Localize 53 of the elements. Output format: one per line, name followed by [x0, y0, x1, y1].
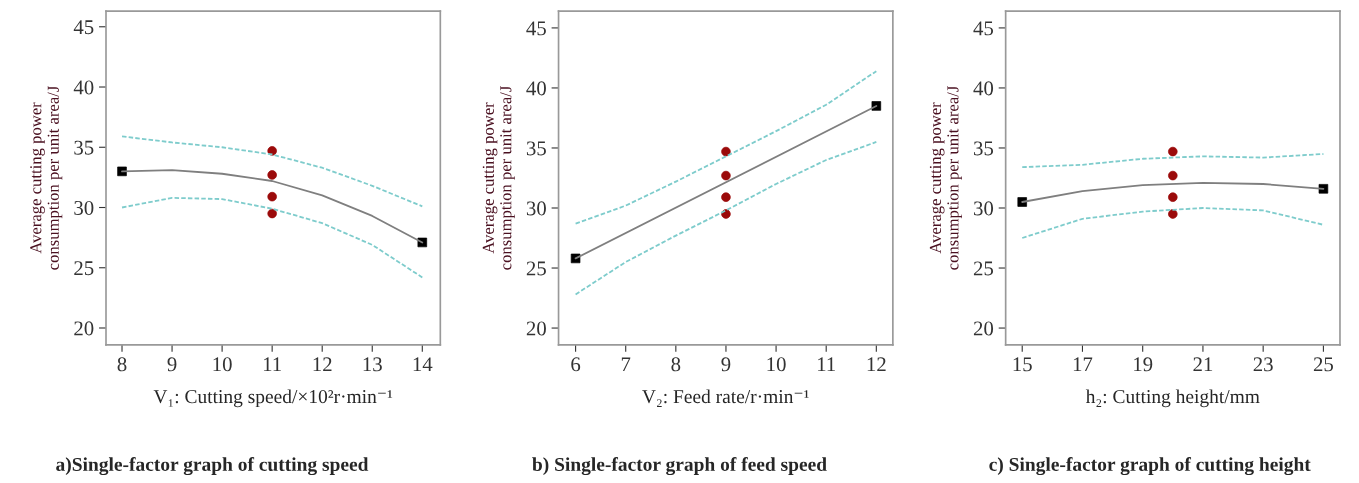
line-series [1021, 207, 1325, 239]
y-tick-label: 20 [526, 321, 546, 336]
y-tick-label: 45 [526, 21, 546, 36]
x-tick-label: 8 [117, 357, 127, 372]
y-tick-label: 25 [526, 261, 546, 276]
x-tick-label: 17 [1073, 357, 1093, 372]
x-tick-label: 7 [621, 357, 631, 372]
y-tick-label: 40 [973, 81, 994, 96]
y-axis-title: Average cutting power consumption per unit area/J [482, 86, 515, 270]
y-tick-label: 20 [74, 321, 94, 336]
line-series [121, 135, 424, 208]
line-series [574, 70, 878, 225]
line-series [121, 196, 424, 279]
x-tick-label: 15 [1013, 357, 1032, 372]
y-tick-label: 30 [74, 200, 94, 215]
x-tick-label: 25 [1313, 357, 1334, 372]
y-tick-label: 40 [73, 80, 94, 95]
x-tick-label: 21 [1193, 357, 1213, 372]
x-axis-title: V₁: Cutting speed/×10²r·min⁻¹ [153, 389, 393, 408]
x-tick-label: 8 [671, 357, 681, 372]
x-tick-label: 13 [363, 357, 382, 372]
x-tick-label: 12 [313, 357, 332, 372]
line-series [1021, 153, 1325, 169]
y-tick-label: 35 [74, 140, 94, 155]
x-axis-title: V₂: Feed rate/r·min⁻¹ [642, 389, 809, 407]
text: c) Single-factor graph of cutting height [989, 457, 1311, 476]
x-tick-label: 11 [263, 357, 281, 372]
y-tick-label: 30 [526, 201, 546, 216]
x-tick-label: 10 [213, 357, 232, 372]
x-tick-label: 9 [721, 357, 731, 372]
text: b) Single-factor graph of feed speed [532, 457, 827, 476]
x-tick-label: 19 [1134, 357, 1153, 372]
y-tick-label: 40 [526, 81, 546, 96]
y-axis-title: Average cutting power consumption per unit area/J [929, 86, 962, 270]
x-tick-label: 12 [867, 357, 886, 372]
x-tick-label: 23 [1253, 357, 1273, 372]
x-axis-title: h₂: Cutting height/mm [1085, 389, 1260, 408]
y-tick-label: 35 [974, 141, 994, 156]
y-tick-label: 30 [974, 201, 994, 216]
x-tick-label: 11 [818, 357, 835, 372]
y-tick-label: 45 [73, 20, 94, 35]
y-axis-title: Average cutting power consumption per unit area/J [30, 86, 63, 270]
y-tick-label: 35 [526, 141, 546, 156]
y-tick-label: 45 [973, 21, 994, 36]
x-tick-label: 9 [167, 357, 177, 372]
x-tick-label: 14 [413, 357, 433, 372]
x-tick-label: 10 [767, 357, 786, 372]
x-tick-label: 6 [571, 357, 581, 372]
y-tick-label: 25 [74, 261, 94, 276]
y-tick-label: 25 [973, 261, 994, 276]
text: a)Single-factor graph of cutting speed [56, 457, 369, 476]
y-tick-label: 20 [973, 321, 994, 336]
line-series [574, 141, 878, 296]
